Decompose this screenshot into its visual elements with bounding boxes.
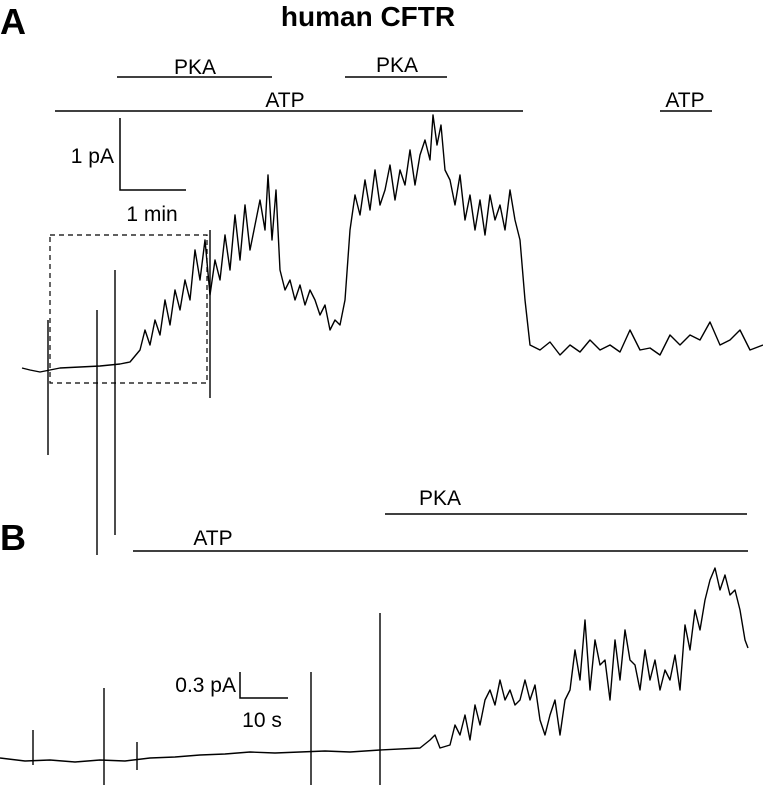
panel-a: A human CFTR PKA PKA ATP ATP 1 pA 1 min bbox=[0, 1, 763, 555]
bar-label: ATP bbox=[193, 527, 232, 550]
panel-title: human CFTR bbox=[281, 1, 455, 32]
scale-label: 0.3 pA bbox=[175, 674, 236, 697]
bar-label: ATP bbox=[265, 89, 304, 112]
scale-label: 1 pA bbox=[71, 145, 114, 168]
scale-bar bbox=[239, 672, 288, 699]
bar-label: PKA bbox=[419, 487, 461, 510]
bar-label: ATP bbox=[665, 89, 704, 112]
scale-bar bbox=[119, 118, 186, 191]
current-trace bbox=[21, 114, 763, 373]
bar-label: PKA bbox=[376, 54, 418, 77]
scale-label: 10 s bbox=[242, 709, 282, 732]
current-trace bbox=[0, 567, 749, 763]
panel-label: A bbox=[0, 1, 26, 42]
inset-box bbox=[49, 234, 208, 384]
scale-label: 1 min bbox=[126, 203, 177, 226]
panel-label: B bbox=[0, 517, 26, 558]
bar-label: PKA bbox=[174, 56, 216, 79]
panel-b: B PKA ATP 0.3 pA 10 s bbox=[0, 487, 749, 785]
